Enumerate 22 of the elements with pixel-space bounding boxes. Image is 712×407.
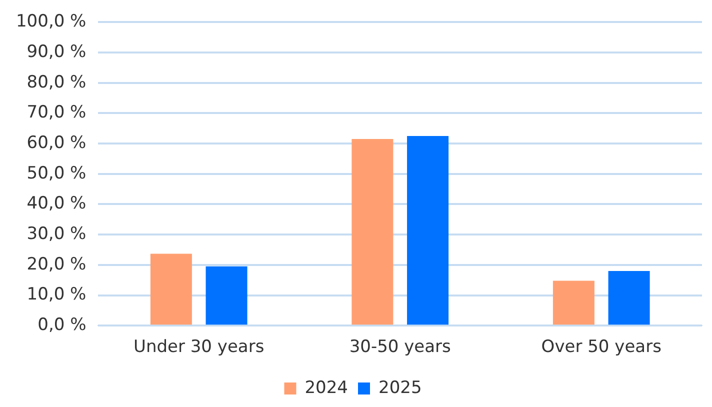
y-tick-label: 80,0 % bbox=[26, 72, 86, 92]
bar bbox=[206, 266, 248, 325]
y-tick-label: 10,0 % bbox=[26, 284, 86, 305]
y-tick-label: 100,0 % bbox=[16, 12, 86, 32]
y-tick-label: 30,0 % bbox=[26, 224, 86, 244]
y-tick-label: 0,0 % bbox=[38, 315, 86, 336]
x-tick-label: 30-50 years bbox=[349, 337, 452, 358]
y-tick-label: 20,0 % bbox=[26, 254, 86, 274]
y-tick-label: 70,0 % bbox=[26, 102, 86, 123]
bar bbox=[552, 280, 594, 325]
x-tick-label: Under 30 years bbox=[134, 337, 264, 358]
bar bbox=[150, 254, 192, 325]
y-tick-label: 60,0 % bbox=[26, 132, 86, 153]
y-tick-label: 90,0 % bbox=[26, 42, 86, 62]
bar bbox=[407, 136, 449, 325]
y-tick-label: 50,0 % bbox=[26, 163, 86, 184]
legend-label: 2025 bbox=[378, 378, 422, 398]
bar bbox=[352, 139, 394, 325]
legend-label: 2024 bbox=[304, 378, 348, 398]
bar bbox=[608, 270, 650, 325]
x-tick-label: Over 50 years bbox=[541, 337, 662, 358]
y-tick-label: 40,0 % bbox=[26, 194, 86, 214]
